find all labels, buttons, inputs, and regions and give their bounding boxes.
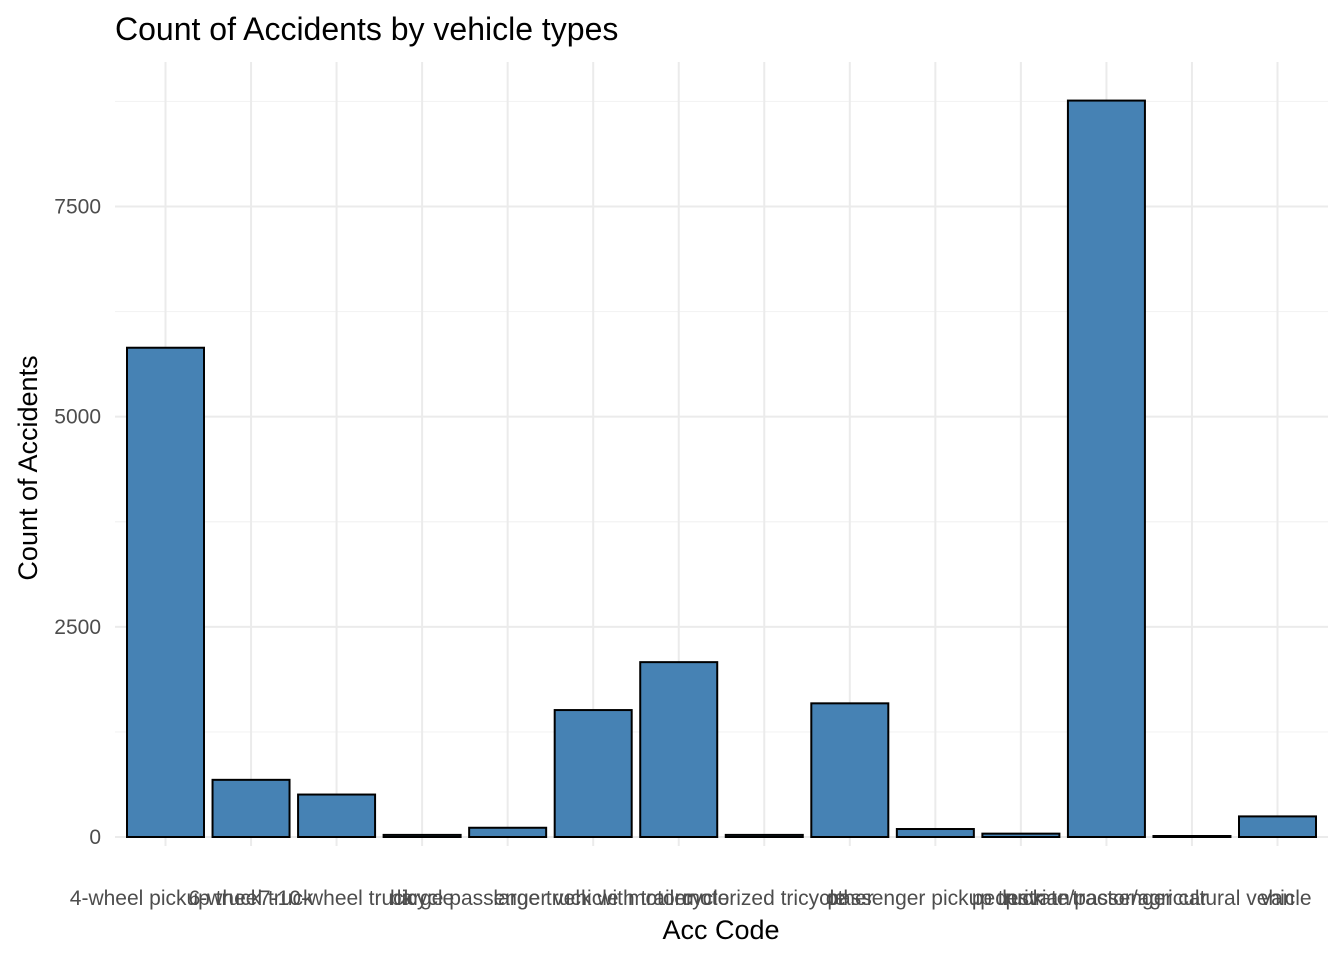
chart-title: Count of Accidents by vehicle types	[115, 11, 618, 47]
x-tick-label: tractor/agricultural vehicle	[1072, 887, 1311, 910]
bar	[639, 661, 719, 839]
bar	[553, 709, 633, 838]
x-tick-label: 7-10-wheel truck	[259, 887, 415, 910]
bar	[297, 793, 377, 838]
y-tick-label: 5000	[54, 406, 101, 429]
x-tick-label: bicycle	[390, 887, 454, 910]
x-tick-label: motorized tricycle	[683, 887, 846, 910]
x-tick-label: van	[1261, 887, 1295, 910]
grid-lines	[115, 62, 1328, 846]
bar	[468, 826, 548, 839]
y-axis-title: Count of Accidents	[13, 355, 43, 580]
x-tick-label: other	[826, 887, 874, 910]
x-tick-label: motorcycle	[628, 887, 730, 910]
bar	[895, 828, 975, 839]
bar	[1066, 99, 1146, 839]
x-tick-label: 6-wheel truck	[189, 887, 314, 910]
x-tick-label: large passenger vehicle	[397, 887, 619, 910]
x-tick-label: large truck with trailer	[493, 887, 693, 910]
y-tick-label: 2500	[54, 616, 101, 639]
y-tick-label: 0	[89, 826, 101, 849]
y-axis-ticks: 0 2500 5000 7500	[54, 196, 101, 850]
bar	[126, 346, 205, 838]
bar	[211, 778, 291, 838]
y-tick-label: 7500	[54, 196, 101, 219]
x-axis-title: Acc Code	[662, 915, 779, 945]
bar	[382, 833, 462, 838]
bar	[981, 832, 1061, 838]
bar	[724, 833, 804, 838]
x-tick-label: private/passenger car	[1005, 887, 1207, 910]
bars	[126, 99, 1317, 839]
x-tick-label: 4-wheel pickup truck	[70, 887, 262, 910]
bar	[1152, 835, 1232, 838]
bar	[1238, 815, 1317, 839]
x-tick-label: passenger pickup truck	[827, 887, 1043, 910]
bar	[810, 702, 890, 838]
x-tick-label: pedestrian	[972, 887, 1070, 910]
